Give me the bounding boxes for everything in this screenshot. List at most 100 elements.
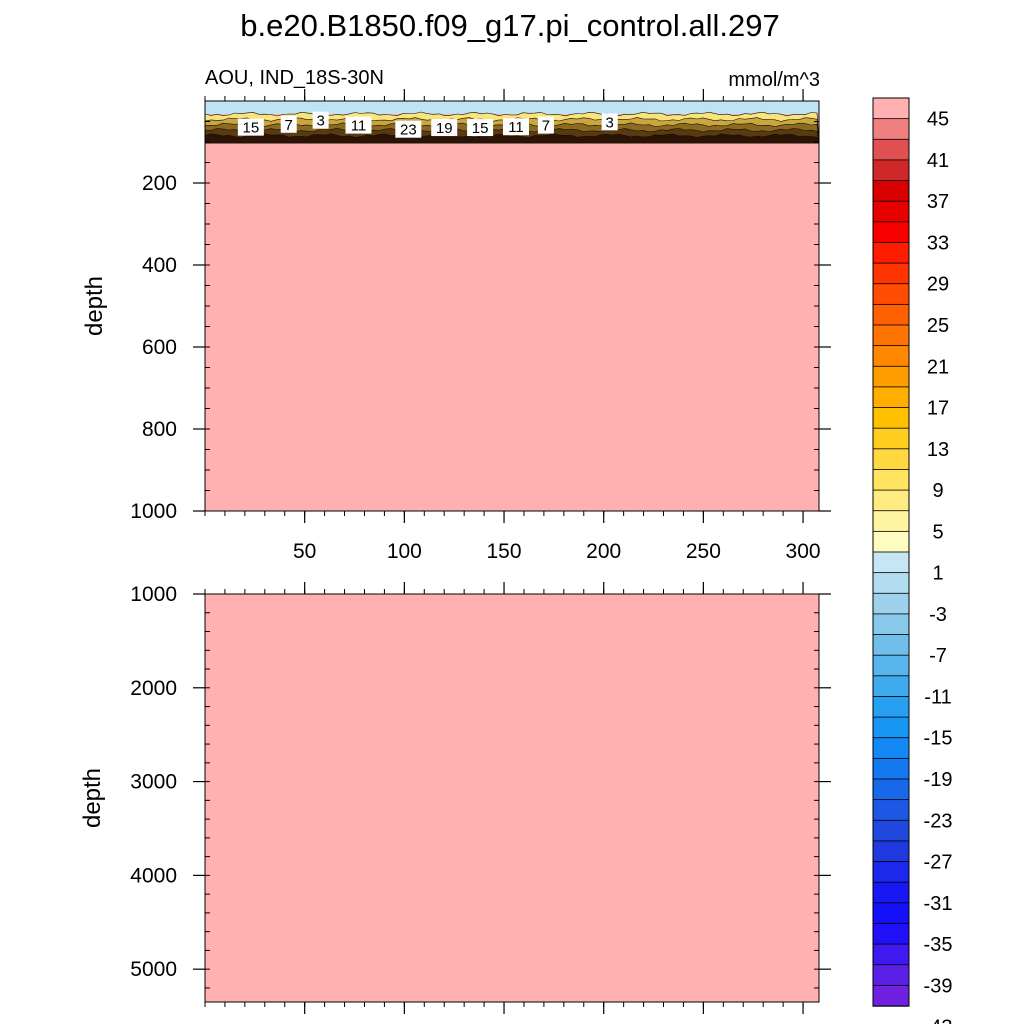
colorbar-box [872, 778, 910, 801]
contour-label-text: 7 [542, 118, 550, 135]
colorbar-box [872, 861, 910, 883]
colorbar-box [872, 696, 910, 718]
lower-panel: 1000 2000 3000 4000 5000 depth [79, 582, 831, 1014]
lower-x-axis [204, 582, 804, 1014]
contour-label: 15 [467, 119, 494, 137]
lower-y-axis-label: depth [79, 768, 106, 828]
y-tick-label: 800 [142, 418, 177, 441]
colorbar-box [872, 138, 910, 161]
colorbar-box [872, 97, 910, 120]
contour-label: 7 [280, 115, 297, 134]
lower-panel-field [205, 594, 819, 1002]
x-tick-label: 300 [786, 540, 821, 563]
colorbar-box [872, 654, 910, 677]
upper-x-axis: 50 100 150 200 250 300 [204, 89, 821, 563]
colorbar-label: -39 [924, 975, 953, 997]
colorbar-label: 21 [927, 356, 949, 378]
contour-label: 11 [502, 118, 529, 136]
colorbar-label: 1 [932, 563, 943, 585]
colorbar-label: 17 [927, 398, 949, 420]
region-label: AOU, IND_18S-30N [205, 67, 384, 89]
x-tick-label: 200 [586, 540, 621, 563]
y-tick-label: 1000 [130, 583, 177, 606]
colorbar-box [872, 943, 910, 966]
colorbar-label: 45 [927, 109, 949, 131]
upper-y-axis: 200 400 600 800 1000 [130, 100, 831, 523]
colorbar-box [872, 407, 910, 429]
y-tick-label: 400 [142, 254, 177, 277]
x-tick-label: 250 [686, 540, 721, 563]
colorbar-box [872, 221, 910, 244]
colorbar-box [872, 386, 910, 409]
contour-label-text: 15 [472, 120, 489, 137]
colorbar-box [872, 427, 910, 450]
colorbar-label: -43 [924, 1017, 953, 1024]
colorbar-box [872, 200, 910, 223]
colorbar-box [872, 345, 910, 367]
colorbar-label: -3 [929, 604, 947, 626]
contour-label-text: 23 [400, 122, 417, 139]
colorbar-box [872, 716, 910, 739]
lower-panel-frame [204, 593, 820, 1003]
upper-panel-field [205, 101, 819, 511]
colorbar: 45 41 37 33 29 25 21 17 13 9 5 1 -3 -7 -11 -15 -19 -23 -27… [872, 97, 953, 1024]
colorbar-box [872, 551, 910, 574]
colorbar-label: -15 [924, 728, 953, 750]
y-tick-label: 200 [142, 172, 177, 195]
colorbar-frame [872, 97, 910, 1007]
colorbar-box [872, 448, 910, 471]
y-tick-label: 2000 [130, 677, 177, 700]
contour-label-text: 11 [508, 119, 524, 136]
y-tick-label: 3000 [130, 771, 177, 794]
colorbar-label: 29 [927, 274, 949, 296]
colorbar-box [872, 923, 910, 945]
colorbar-label: -31 [924, 893, 953, 915]
contour-band [204, 133, 820, 144]
colorbar-box [872, 634, 910, 656]
colorbar-box [872, 799, 910, 821]
x-tick-label: 150 [487, 540, 522, 563]
colorbar-box [872, 242, 910, 264]
colorbar-box [872, 840, 910, 863]
contour-label: 11 [345, 116, 372, 135]
contour-label-text: 7 [285, 117, 293, 134]
contour-label: 19 [431, 119, 458, 137]
colorbar-label: 25 [927, 315, 949, 337]
x-tick-label: 100 [387, 540, 422, 563]
contour-label: 23 [395, 120, 422, 139]
colorbar-box [872, 365, 910, 388]
colorbar-label: 33 [927, 232, 949, 254]
y-tick-label: 4000 [130, 864, 177, 887]
upper-panel: AOU, IND_18S-30N mmol/m^3 15 7 3 11 23 19 15 11… [81, 67, 831, 563]
y-tick-label: 5000 [130, 958, 177, 981]
colorbar-box [872, 283, 910, 306]
colorbar-box [872, 572, 910, 594]
colorbar-label: 13 [927, 439, 949, 461]
contour-labels: 15 7 3 11 23 19 15 11 7 3 [237, 111, 618, 139]
x-tick-label: 50 [293, 540, 316, 563]
colorbar-box [872, 819, 910, 842]
colorbar-box [872, 510, 910, 533]
colorbar-box [872, 984, 910, 1007]
colorbar-label: 9 [932, 480, 943, 502]
units-label: mmol/m^3 [728, 69, 820, 91]
colorbar-box [872, 262, 910, 285]
colorbar-label: -23 [924, 810, 953, 832]
y-tick-label: 1000 [130, 500, 177, 523]
colorbar-box [872, 530, 910, 553]
colorbar-box [872, 757, 910, 780]
colorbar-box [872, 964, 910, 987]
colorbar-box [872, 469, 910, 491]
y-tick-label: 600 [142, 336, 177, 359]
contour-label-text: 19 [436, 120, 453, 137]
contour-label-text: 3 [606, 114, 614, 131]
colorbar-label: 41 [927, 150, 949, 172]
colorbar-box [872, 159, 910, 182]
colorbar-label: 5 [932, 521, 943, 543]
contour-label: 15 [237, 118, 264, 137]
colorbar-box [872, 881, 910, 904]
colorbar-box [872, 118, 910, 140]
figure-title: b.e20.B1850.f09_g17.pi_control.all.297 [240, 8, 780, 43]
contour-label-text: 11 [351, 118, 367, 135]
